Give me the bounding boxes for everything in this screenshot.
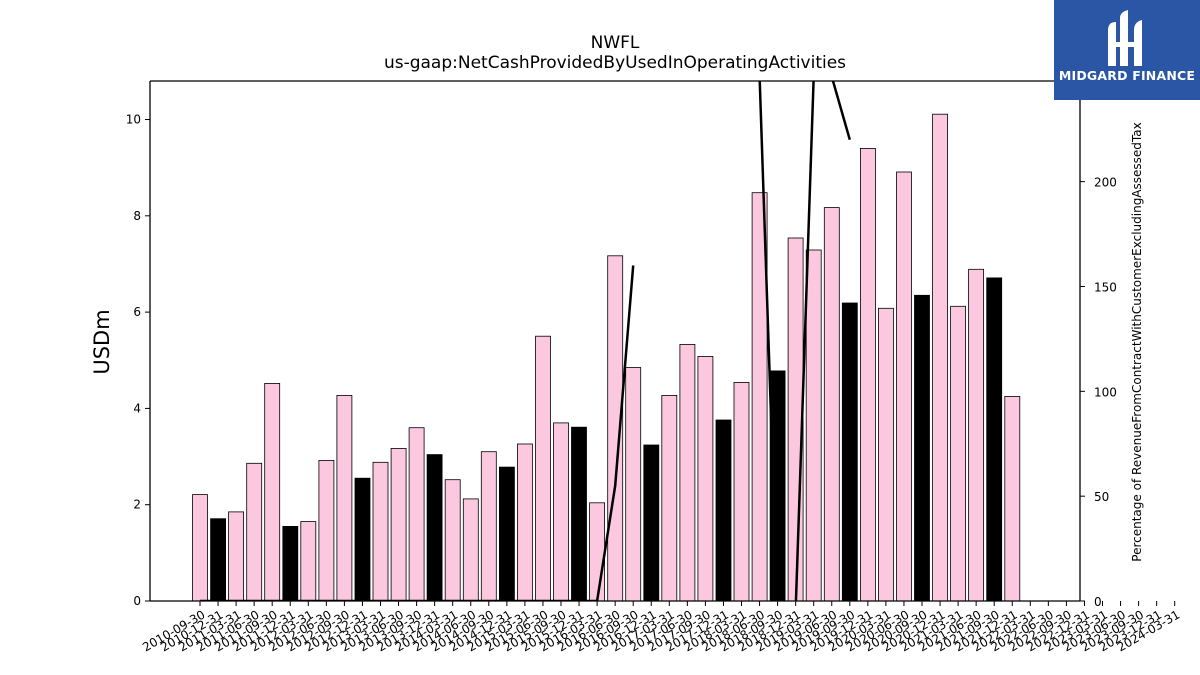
y2-tick-label: 0 [1094,595,1102,609]
bar [246,462,263,602]
bar [805,249,822,602]
midgard-m-logo-icon [1108,10,1142,66]
bar [210,518,227,602]
bar [841,302,858,602]
bar [968,268,984,602]
bar [733,381,750,602]
bar [372,461,389,602]
bar [571,426,587,602]
y-tick-label: 10 [126,113,141,127]
chart-title: NWFL [591,33,640,53]
y-tick-label: 2 [133,498,141,512]
bars-group [192,113,1021,602]
y-tick-label: 6 [133,305,141,319]
bar [697,355,714,602]
bar [390,447,407,602]
y2-axis-label: Percentage of RevenueFromContractWithCus… [1130,122,1144,561]
bar [625,367,642,602]
y2-tick-label: 100 [1094,385,1117,399]
bar [264,382,281,602]
logo-name: MIDGARD FINANCE [1058,68,1196,83]
bar [1004,395,1021,602]
y-axis-label: USDm [90,309,114,374]
y2-tick-label: 150 [1094,280,1117,294]
bar [192,494,208,602]
bar [823,207,840,602]
bar [896,171,912,602]
bar [661,394,678,602]
bar [932,113,948,602]
bar [986,277,1003,602]
bar [517,443,533,602]
bar [860,147,876,602]
bar [553,422,569,602]
bar [228,511,245,602]
bar [643,444,660,602]
bar [914,294,930,602]
bar [282,526,299,602]
bar [426,454,443,602]
bar [318,459,335,602]
bar [679,343,696,602]
y-tick-label: 8 [133,209,141,223]
midgard-finance-logo: MIDGARD FINANCE [1054,0,1200,100]
bar [535,335,551,602]
bar [300,521,317,602]
bar [336,394,353,602]
bar [408,427,425,602]
y-tick-label: 4 [133,401,141,415]
bar [498,466,515,602]
series-line [758,81,852,601]
bar [950,305,966,602]
bar [444,479,461,602]
y2-tick-label: 200 [1094,176,1117,190]
bar [480,451,497,602]
bar [462,498,479,602]
bar [589,502,605,602]
bar [354,477,371,602]
chart-subtitle: us-gaap:NetCashProvidedByUsedInOperating… [384,53,846,73]
axes-group: 02468100501001502002010-09-302010-12-312… [126,80,1182,654]
line-group [200,81,852,601]
y-tick-label: 0 [133,594,141,608]
bar [715,419,732,602]
bar [878,307,894,602]
y2-tick-label: 50 [1094,490,1109,504]
